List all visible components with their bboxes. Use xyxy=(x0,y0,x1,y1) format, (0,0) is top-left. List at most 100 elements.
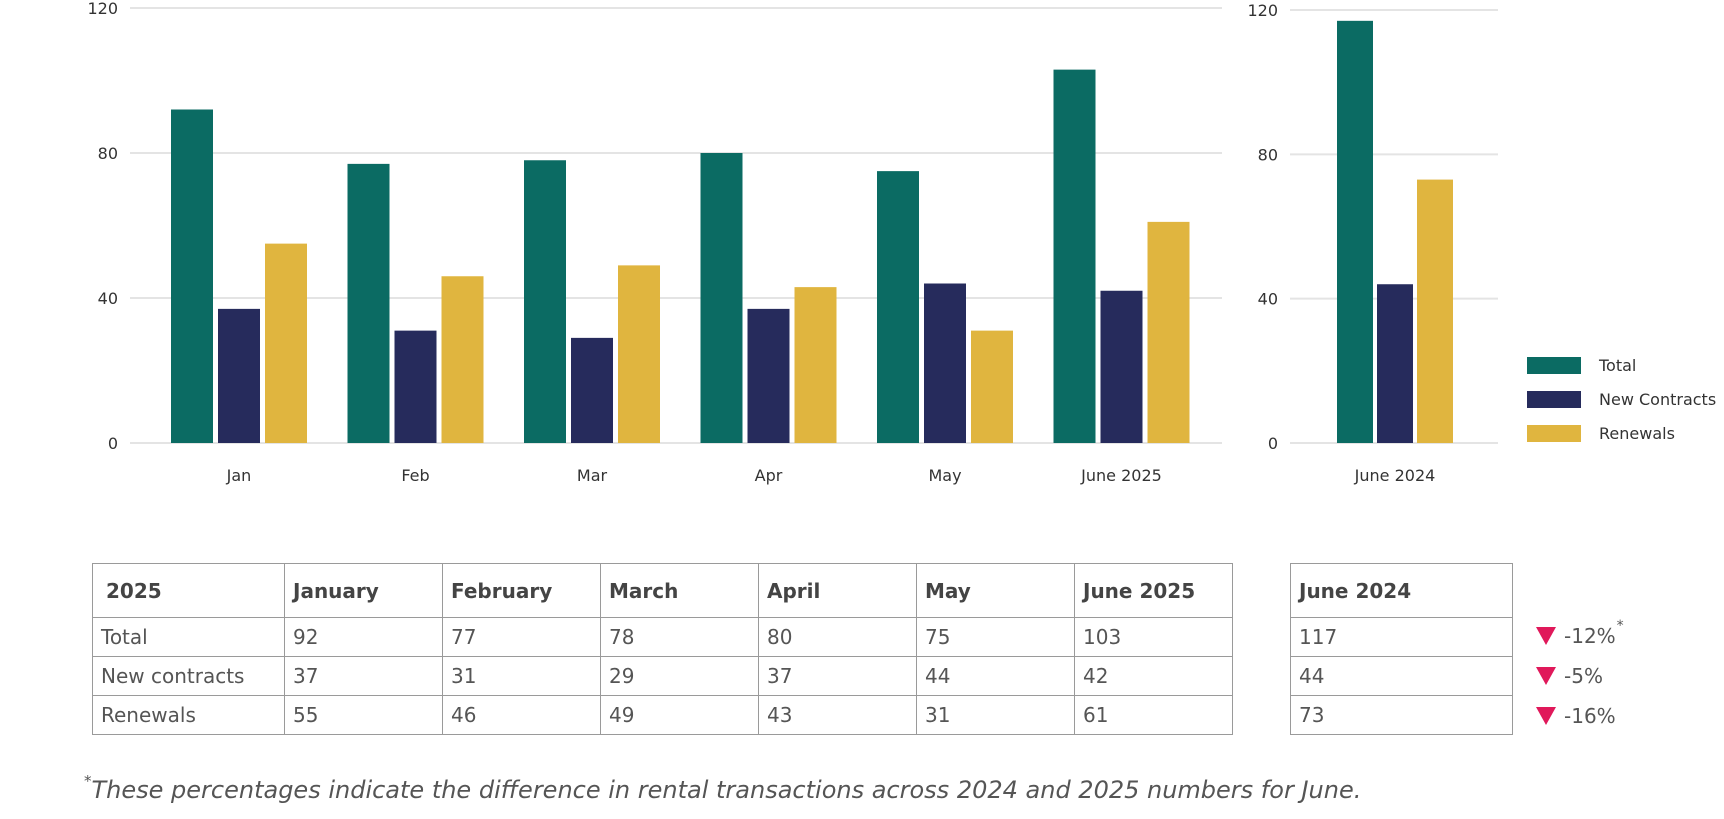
table-cell: 75 xyxy=(916,617,1075,657)
down-arrow-icon xyxy=(1536,667,1556,685)
bar-renewals xyxy=(618,265,660,443)
bar-renewals xyxy=(1417,179,1453,443)
legend-swatch xyxy=(1527,391,1581,408)
legend-label: Renewals xyxy=(1599,424,1675,443)
y-tick-label: 40 xyxy=(98,289,118,308)
bar-new-contracts xyxy=(1377,284,1413,443)
footnote-marker: * xyxy=(84,772,92,790)
bar-new-contracts xyxy=(218,308,260,443)
legend-swatch xyxy=(1527,357,1581,374)
y-tick-label: 40 xyxy=(1258,290,1278,309)
table-header-row: 2025 January February March April May Ju… xyxy=(92,563,1233,618)
table-cell: 117 xyxy=(1290,617,1513,657)
bar-new-contracts xyxy=(1100,290,1143,443)
y-tick-label: 0 xyxy=(1268,434,1278,453)
table-header-cell: 2025 xyxy=(92,563,285,618)
bar-total xyxy=(347,163,390,443)
bar-new-contracts xyxy=(571,337,613,443)
table-cell: 92 xyxy=(284,617,443,657)
y-tick-label: 120 xyxy=(87,0,118,18)
change-row: -12% * xyxy=(1536,616,1624,656)
table-cell: 31 xyxy=(442,656,601,696)
legend: Total New Contracts Renewals xyxy=(1527,356,1716,443)
change-indicators: -12% * -5% -16% xyxy=(1536,616,1624,736)
bar-renewals xyxy=(441,276,484,443)
bar-renewals xyxy=(265,243,307,443)
table-cell: 80 xyxy=(758,617,917,657)
table-row: Total 92 77 78 80 75 103 xyxy=(92,617,1233,657)
bar-renewals xyxy=(1147,221,1190,443)
asterisk-marker: * xyxy=(1616,618,1624,634)
table-header-cell: January xyxy=(284,563,443,618)
y-tick-label: 120 xyxy=(1247,1,1278,20)
row-label: Total xyxy=(92,617,285,657)
row-label: New contracts xyxy=(92,656,285,696)
table-cell: 77 xyxy=(442,617,601,657)
june-2024-chart: 0 40 80 120 June 2024 xyxy=(1247,1,1498,485)
down-arrow-icon xyxy=(1536,627,1556,645)
table-row: New contracts 37 31 29 37 44 42 xyxy=(92,656,1233,696)
footnote: *These percentages indicate the differen… xyxy=(84,772,1362,804)
table-cell: 73 xyxy=(1290,695,1513,735)
legend-swatch xyxy=(1527,425,1581,442)
x-tick-label: June 2024 xyxy=(1354,466,1436,485)
bar-total xyxy=(1337,20,1373,443)
main-chart: 0 40 80 120 Jan Feb Mar Apr May June 2025 xyxy=(87,0,1222,485)
table-cell: 44 xyxy=(916,656,1075,696)
table-cell: 49 xyxy=(600,695,759,735)
table-header-cell: May xyxy=(916,563,1075,618)
down-arrow-icon xyxy=(1536,707,1556,725)
legend-label: New Contracts xyxy=(1599,390,1716,409)
table-cell: 103 xyxy=(1074,617,1233,657)
y-tick-label: 0 xyxy=(108,434,118,453)
bar-total xyxy=(171,109,213,443)
table-cell: 37 xyxy=(284,656,443,696)
change-value: -5% xyxy=(1564,664,1603,688)
table-header-row: June 2024 xyxy=(1290,563,1513,618)
bar-renewals xyxy=(794,287,837,443)
table-cell: 29 xyxy=(600,656,759,696)
change-row: -5% xyxy=(1536,656,1624,696)
bar-new-contracts xyxy=(394,330,437,443)
bar-new-contracts xyxy=(747,308,790,443)
y-tick-label: 80 xyxy=(1258,145,1278,164)
x-tick-label: Feb xyxy=(401,466,429,485)
x-tick-label: Mar xyxy=(577,466,608,485)
change-value: -16% xyxy=(1564,704,1616,728)
bar-total xyxy=(1053,69,1096,443)
table-cell: 55 xyxy=(284,695,443,735)
table-june-2024: June 2024 117 44 73 xyxy=(1290,563,1513,735)
table-row: Renewals 55 46 49 43 31 61 xyxy=(92,695,1233,735)
table-cell: 42 xyxy=(1074,656,1233,696)
table-cell: 44 xyxy=(1290,656,1513,696)
table-row: 117 xyxy=(1290,617,1513,657)
table-2025: 2025 January February March April May Ju… xyxy=(92,563,1233,735)
bar-new-contracts xyxy=(924,283,966,443)
table-header-cell: June 2024 xyxy=(1290,563,1513,618)
table-row: 73 xyxy=(1290,695,1513,735)
row-label: Renewals xyxy=(92,695,285,735)
change-row: -16% xyxy=(1536,696,1624,736)
table-cell: 31 xyxy=(916,695,1075,735)
table-header-cell: March xyxy=(600,563,759,618)
x-tick-label: June 2025 xyxy=(1080,466,1162,485)
x-tick-label: May xyxy=(928,466,961,485)
y-tick-label: 80 xyxy=(98,144,118,163)
bar-charts: 0 40 80 120 Jan Feb Mar Apr May June 2025 0 40 80 12… xyxy=(87,0,1716,485)
table-header-cell: February xyxy=(442,563,601,618)
table-cell: 61 xyxy=(1074,695,1233,735)
table-row: 44 xyxy=(1290,656,1513,696)
footnote-text: These percentages indicate the differenc… xyxy=(91,776,1362,804)
x-tick-label: Jan xyxy=(226,466,252,485)
bar-total xyxy=(877,171,919,443)
table-cell: 78 xyxy=(600,617,759,657)
x-tick-label: Apr xyxy=(755,466,783,485)
table-cell: 46 xyxy=(442,695,601,735)
table-header-cell: April xyxy=(758,563,917,618)
table-cell: 37 xyxy=(758,656,917,696)
bar-total xyxy=(700,153,743,443)
legend-label: Total xyxy=(1598,356,1636,375)
bar-renewals xyxy=(971,330,1013,443)
change-value: -12% xyxy=(1564,624,1616,648)
bar-total xyxy=(524,160,566,443)
